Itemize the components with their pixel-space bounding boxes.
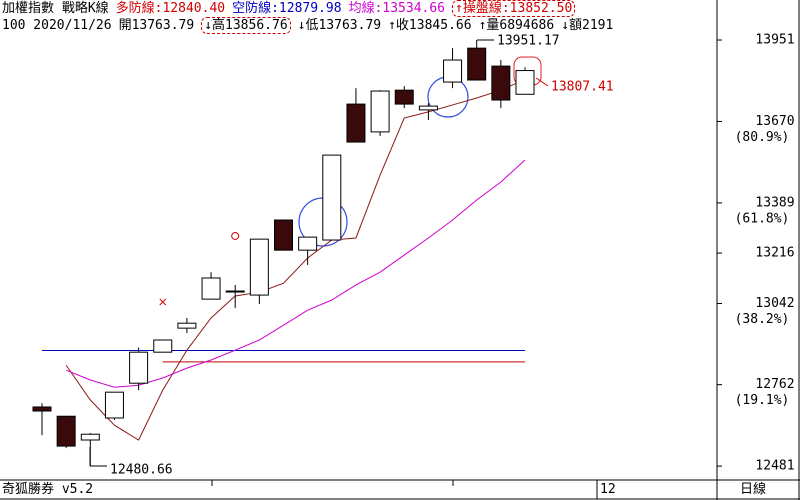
candle-body: [443, 59, 463, 83]
header-item: 空防線:12879.98: [232, 1, 342, 16]
y-tick-label: 12481: [755, 459, 794, 474]
header-item: ↑操盤線:13852.50: [452, 0, 576, 17]
footer-date: 12: [600, 482, 616, 497]
y-tick-label: 13389: [755, 195, 794, 210]
footer-brand: 奇狐勝券 v5.2: [2, 482, 94, 497]
candle-body: [394, 89, 414, 105]
y-tick-label: 13951: [755, 33, 794, 48]
annotation: 12480.66: [110, 463, 173, 478]
header-item: 開13763.79: [118, 18, 195, 33]
candle-body: [322, 154, 342, 241]
y-tick-note: (38.2%): [735, 312, 790, 327]
line-series: [65, 78, 526, 441]
footer-period: 日線: [740, 482, 767, 497]
header-item: ↓高13856.76: [201, 17, 291, 34]
y-tick-label: 13042: [755, 296, 794, 311]
header-line1: 加權指數 戰略K線 多防線:12840.40 空防線:12879.98 均線:1353…: [2, 0, 798, 17]
y-tick-note: (61.8%): [735, 211, 790, 226]
candle-body: [249, 238, 269, 296]
candle-body: [515, 70, 535, 95]
header-item: ↑收13845.66: [388, 18, 472, 33]
y-tick-label: 13216: [755, 246, 794, 261]
header-item: 均線:13534.66: [348, 1, 446, 16]
candle-body: [491, 65, 511, 101]
y-tick-label: 13670: [755, 114, 794, 129]
y-tick-note: (19.1%): [735, 393, 790, 408]
header-item: 多防線:12840.40: [115, 1, 226, 16]
candle-body: [177, 322, 197, 329]
header-item: 加權指數 戰略K線: [2, 1, 109, 16]
candle-body: [153, 339, 173, 353]
candle-body: [80, 433, 100, 441]
header-item: ↓額2191: [561, 18, 614, 33]
candle-body: [129, 351, 149, 384]
annotation: 13951.17: [497, 34, 560, 49]
y-tick-label: 12762: [755, 377, 794, 392]
candle-body: [298, 236, 318, 251]
signal-o: [231, 231, 240, 240]
candle-body: [274, 219, 293, 251]
y-tick-note: (80.9%): [735, 130, 790, 145]
annotation: 13807.41: [551, 80, 614, 95]
candle-body: [346, 103, 366, 143]
candle-body: [225, 290, 245, 293]
header-item: ↓低13763.79: [297, 18, 382, 33]
candle-body: [201, 277, 221, 300]
candle-body: [32, 406, 52, 412]
candle-body: [56, 415, 76, 447]
header-item: 100 2020/11/26: [2, 18, 112, 33]
candle-body: [418, 105, 438, 111]
leader-line: [535, 77, 549, 87]
candle-body: [467, 47, 487, 81]
candle-body: [104, 391, 124, 419]
signal-x: [159, 298, 167, 306]
candle-body: [370, 90, 390, 133]
header-line2: 100 2020/11/26 開13763.79 ↓高13856.76 ↓低13763…: [2, 17, 798, 34]
highlight-circle: [427, 76, 469, 118]
line-series: [65, 159, 526, 388]
header-item: ↑量6894686: [478, 18, 555, 33]
